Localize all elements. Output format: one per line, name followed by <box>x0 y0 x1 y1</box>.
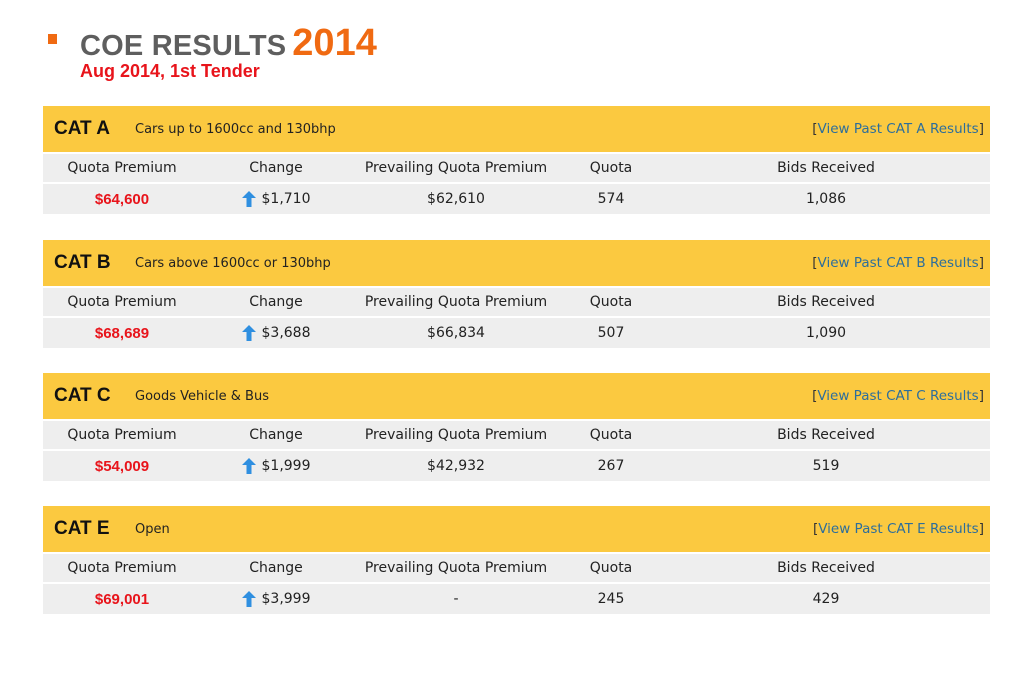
link-bracket-close: ] <box>978 121 984 137</box>
bids-received-value: 1,086 <box>805 191 847 207</box>
col-header-change: Change <box>249 294 303 310</box>
col-header-bids-received: Bids Received <box>777 560 875 576</box>
change-cell: $1,999 <box>201 451 351 481</box>
view-past-results-link-text[interactable]: View Past CAT B Results <box>817 255 979 271</box>
quota-premium-value: $64,600 <box>94 190 150 208</box>
change-value: $3,999 <box>261 591 311 607</box>
col-header-change: Change <box>249 427 303 443</box>
col-header-bids-received: Bids Received <box>777 160 875 176</box>
category-description: Goods Vehicle & Bus <box>135 389 269 404</box>
link-bracket-close: ] <box>978 388 984 404</box>
up-arrow-icon <box>241 591 256 607</box>
col-header-quota: Quota <box>589 160 633 176</box>
col-header-quota: Quota <box>589 294 633 310</box>
page-title-text: COE RESULTS <box>80 30 287 62</box>
col-header-quota: Quota <box>589 427 633 443</box>
change-cell: $3,688 <box>201 318 351 348</box>
quota-premium-value: $69,001 <box>94 590 150 608</box>
link-bracket-open: [ <box>812 388 818 404</box>
bids-received-value: 519 <box>812 458 840 474</box>
values-row: $54,009 $1,999 $42,932 267 519 <box>43 451 990 481</box>
col-header-prevailing-quota-premium: Prevailing Quota Premium <box>364 427 548 443</box>
link-bracket-close: ] <box>978 255 984 271</box>
view-past-results-link-cat-b[interactable]: [View Past CAT B Results] <box>812 255 984 271</box>
prevailing-quota-premium-value: - <box>453 591 459 607</box>
category-header: CAT B Cars above 1600cc or 130bhp [View … <box>43 240 990 286</box>
change-value: $1,999 <box>261 458 311 474</box>
link-bracket-open: [ <box>812 255 818 271</box>
view-past-results-link-text[interactable]: View Past CAT C Results <box>817 388 979 404</box>
category-name: CAT B <box>54 252 111 273</box>
column-header-row: Quota Premium Change Prevailing Quota Pr… <box>43 421 990 449</box>
category-description: Cars up to 1600cc and 130bhp <box>135 122 336 137</box>
view-past-results-link-cat-a[interactable]: [View Past CAT A Results] <box>812 121 984 137</box>
category-block-cat-a: CAT A Cars up to 1600cc and 130bhp [View… <box>43 106 990 214</box>
change-value: $3,688 <box>261 325 311 341</box>
page-title: COE RESULTS 2014 <box>80 22 377 65</box>
col-header-quota: Quota <box>589 560 633 576</box>
category-name: CAT C <box>54 385 111 406</box>
orange-square-bullet-icon <box>48 34 57 44</box>
quota-value: 507 <box>597 325 625 341</box>
change-cell: $1,710 <box>201 184 351 214</box>
col-header-quota-premium: Quota Premium <box>67 294 177 310</box>
category-block-cat-e: CAT E Open [View Past CAT E Results] Quo… <box>43 506 990 614</box>
category-block-cat-c: CAT C Goods Vehicle & Bus [View Past CAT… <box>43 373 990 481</box>
view-past-results-link-cat-e[interactable]: [View Past CAT E Results] <box>813 521 984 537</box>
category-header: CAT E Open [View Past CAT E Results] <box>43 506 990 552</box>
column-header-row: Quota Premium Change Prevailing Quota Pr… <box>43 554 990 582</box>
values-row: $69,001 $3,999 - 245 429 <box>43 584 990 614</box>
col-header-quota-premium: Quota Premium <box>67 427 177 443</box>
change-cell: $3,999 <box>201 584 351 614</box>
up-arrow-icon <box>241 458 256 474</box>
link-bracket-open: [ <box>812 121 818 137</box>
prevailing-quota-premium-value: $42,932 <box>427 458 485 474</box>
quota-premium-value: $54,009 <box>94 457 150 475</box>
change-value: $1,710 <box>261 191 311 207</box>
col-header-prevailing-quota-premium: Prevailing Quota Premium <box>364 560 548 576</box>
prevailing-quota-premium-value: $62,610 <box>427 191 485 207</box>
quota-value: 267 <box>597 458 625 474</box>
quota-value: 574 <box>597 191 625 207</box>
up-arrow-icon <box>241 325 256 341</box>
col-header-quota-premium: Quota Premium <box>67 560 177 576</box>
link-bracket-open: [ <box>812 521 819 537</box>
tender-subtitle: Aug 2014, 1st Tender <box>80 61 260 81</box>
bids-received-value: 429 <box>812 591 840 607</box>
view-past-results-link-text[interactable]: View Past CAT E Results <box>818 521 979 537</box>
category-block-cat-b: CAT B Cars above 1600cc or 130bhp [View … <box>43 240 990 348</box>
category-name: CAT E <box>54 518 110 539</box>
view-past-results-link-cat-c[interactable]: [View Past CAT C Results] <box>812 388 984 404</box>
quota-value: 245 <box>597 591 625 607</box>
bids-received-value: 1,090 <box>805 325 847 341</box>
col-header-quota-premium: Quota Premium <box>67 160 177 176</box>
column-header-row: Quota Premium Change Prevailing Quota Pr… <box>43 288 990 316</box>
page-header: COE RESULTS 2014 Aug 2014, 1st Tender <box>46 18 746 88</box>
values-row: $68,689 $3,688 $66,834 507 1,090 <box>43 318 990 348</box>
category-description: Cars above 1600cc or 130bhp <box>135 256 331 271</box>
col-header-prevailing-quota-premium: Prevailing Quota Premium <box>364 294 548 310</box>
category-header: CAT A Cars up to 1600cc and 130bhp [View… <box>43 106 990 152</box>
category-header: CAT C Goods Vehicle & Bus [View Past CAT… <box>43 373 990 419</box>
prevailing-quota-premium-value: $66,834 <box>427 325 485 341</box>
category-name: CAT A <box>54 118 110 139</box>
col-header-prevailing-quota-premium: Prevailing Quota Premium <box>364 160 548 176</box>
view-past-results-link-text[interactable]: View Past CAT A Results <box>817 121 979 137</box>
up-arrow-icon <box>241 191 256 207</box>
col-header-change: Change <box>249 160 303 176</box>
values-row: $64,600 $1,710 $62,610 574 1,086 <box>43 184 990 214</box>
column-header-row: Quota Premium Change Prevailing Quota Pr… <box>43 154 990 182</box>
category-description: Open <box>135 522 170 537</box>
col-header-change: Change <box>249 560 303 576</box>
page-title-year: 2014 <box>292 22 377 64</box>
link-bracket-close: ] <box>978 521 984 537</box>
quota-premium-value: $68,689 <box>94 324 150 342</box>
col-header-bids-received: Bids Received <box>777 294 875 310</box>
col-header-bids-received: Bids Received <box>777 427 875 443</box>
